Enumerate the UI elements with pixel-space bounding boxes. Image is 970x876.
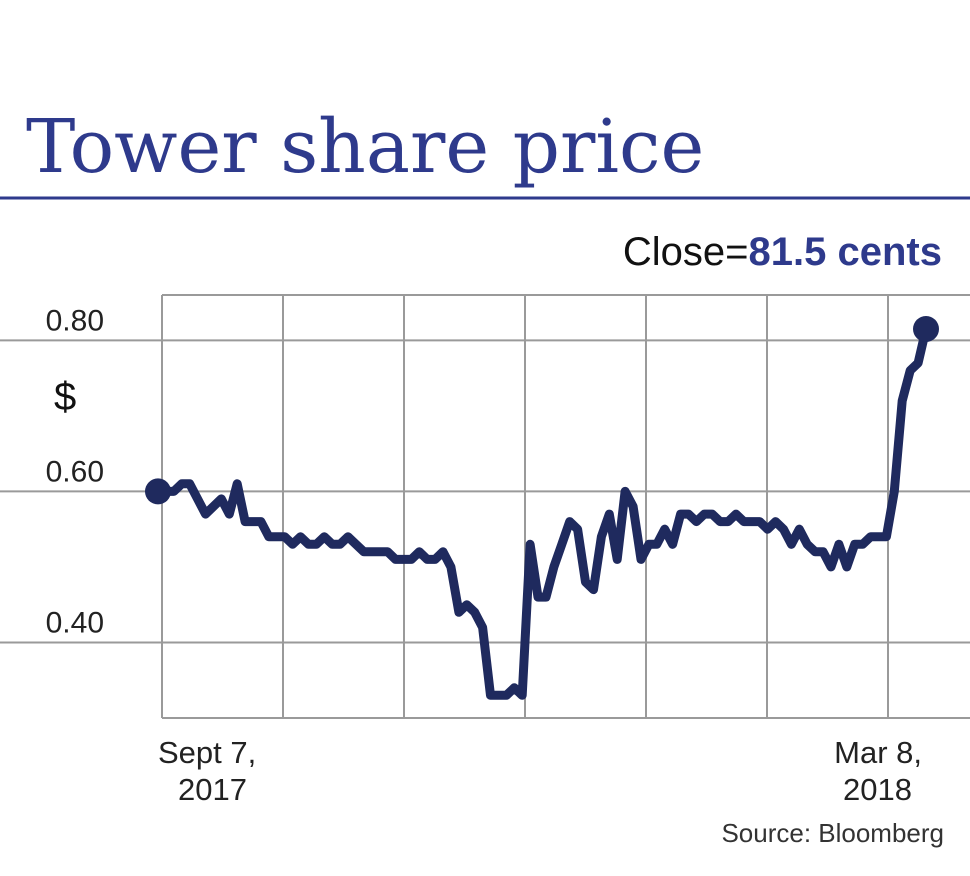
close-point-marker: [913, 315, 939, 342]
close-annotation: Close=81.5 cents: [623, 230, 942, 274]
x-start-label-line1: Sept 7,: [158, 735, 256, 770]
x-end-label-line1: Mar 8,: [834, 735, 922, 770]
source-note: Source: Bloomberg: [721, 818, 944, 848]
close-label: Close=: [623, 230, 749, 274]
chart-title: Tower share price: [26, 104, 704, 190]
share-price-line: [153, 324, 931, 700]
y-tick-label: 0.60: [46, 455, 104, 488]
y-tick-label: 0.40: [46, 606, 104, 639]
y-axis-unit: $: [54, 375, 76, 419]
x-start-label-line2: 2017: [178, 772, 247, 807]
close-value: 81.5 cents: [749, 230, 942, 274]
y-tick-label: 0.80: [46, 304, 104, 337]
start-point-marker: [145, 478, 171, 505]
series-layer: [145, 315, 939, 700]
y-axis-ticks: 0.80 0.60 0.40: [46, 304, 104, 639]
x-end-label-line2: 2018: [843, 772, 912, 807]
